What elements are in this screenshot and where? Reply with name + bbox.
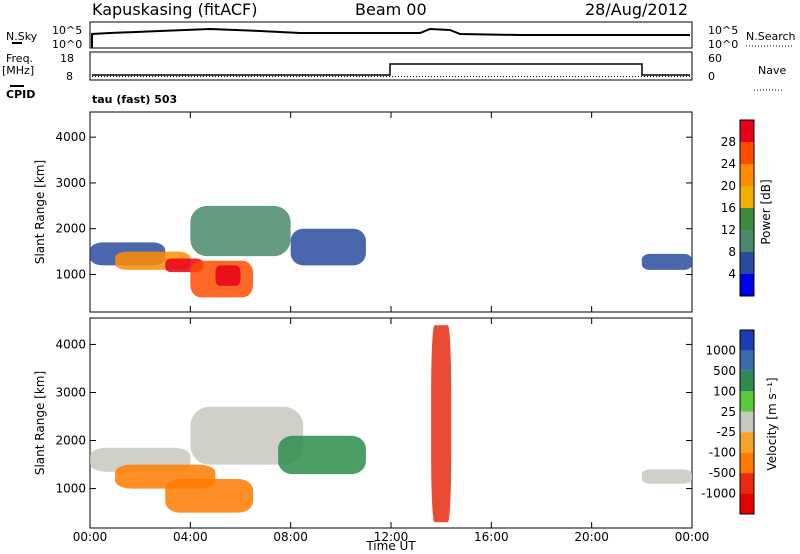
power-colorbar-swatch-3 [740,186,754,208]
velocity-region-6 [641,469,692,484]
velocity-marks [90,325,692,523]
beam-label: Beam 00 [355,0,427,19]
velocity-region-2 [165,478,254,513]
power-colorbar-tick-6: 4 [728,267,736,281]
nave-tick-bottom: 0 [708,70,715,83]
velocity-colorbar-tick-0: 1000 [705,343,736,357]
velocity-colorbar-swatch-7 [740,473,754,494]
velocity-ytick-label-2: 2000 [55,434,86,448]
nsky-tick-bottom: 10^0 [52,38,83,51]
velocity-colorbar-swatch-0 [740,330,754,351]
power-colorbar-swatch-4 [740,208,754,230]
power-colorbar-tick-1: 24 [721,157,736,171]
velocity-region-3 [190,406,304,465]
power-panel-frame [89,111,693,313]
xtick-label-6: 00:00 [675,530,710,544]
velocity-colorbar-tick-7: -1000 [701,487,736,501]
velocity-colorbar-tick-2: 100 [713,384,736,398]
velocity-colorbar-tick-1: 500 [713,364,736,378]
power-colorbar-label: Power [dB] [759,179,773,244]
velocity-region-4 [278,435,366,475]
nsearch-tick-top: 10^5 [708,24,739,37]
nsky-label: N.Sky [6,30,38,43]
power-colorbar-tick-5: 8 [728,245,736,259]
power-marks [90,205,692,298]
power-region-5 [190,205,291,257]
nave-label: Nave [758,64,787,77]
power-ytick-label-0: 4000 [55,130,86,144]
date-label: 28/Aug/2012 [585,0,689,19]
velocity-colorbar-tick-4: -25 [716,425,736,439]
velocity-colorbar-swatch-4 [740,411,754,433]
nsky-tick-top: 10^5 [52,24,83,37]
velocity-colorbar-swatch-5 [740,432,754,453]
freq-strip-frame [89,51,693,81]
nsky-strip-frame [89,21,693,49]
velocity-colorbar-label: Velocity [m s⁻¹] [765,377,779,470]
velocity-ytick-label-3: 1000 [55,482,86,496]
velocity-colorbar-tick-3: 25 [721,405,736,419]
xtick-label-0: 00:00 [73,530,108,544]
xtick-label-4: 16:00 [474,530,509,544]
power-ylabel: Slant Range [km] [33,160,47,264]
velocity-region-5 [431,325,452,523]
freq-trace [92,63,690,76]
velocity-colorbar-frame [739,329,755,515]
station-title: Kapuskasing (fitACF) [92,0,258,19]
power-region-7 [641,253,692,270]
power-colorbar-swatch-6 [740,252,754,274]
velocity-ytick-label-1: 3000 [55,385,86,399]
power-colorbar-swatch-2 [740,164,754,186]
power-colorbar-tick-3: 16 [721,201,736,215]
velocity-colorbar-swatch-6 [740,452,754,474]
power-colorbar-tick-0: 28 [721,135,736,149]
axes-ticks: 4000 3000 2000 1000 4000 3000 2000 1000 00:00 04:… [55,112,709,544]
power-ytick-label-1: 3000 [55,176,86,190]
velocity-colorbar-swatch-8 [740,493,754,514]
power-ytick-label-2: 2000 [55,222,86,236]
nave-tick-top: 60 [708,52,722,65]
power-colorbar-swatch-0 [740,120,754,142]
velocity-ytick-label-0: 4000 [55,337,86,351]
power-ytick-label-3: 1000 [55,267,86,281]
cpid-text: tau (fast) 503 [92,93,178,106]
xtick-label-5: 20:00 [574,530,609,544]
power-colorbar-swatch-1 [740,142,754,164]
freq-label: Freq. [6,52,34,65]
nsearch-label: N.Search [746,30,796,43]
velocity-colorbar-swatch-1 [740,350,754,371]
freq-tick-bottom: 8 [66,70,73,83]
xtick-label-2: 08:00 [273,530,308,544]
velocity-colorbar-swatch-3 [740,391,754,412]
power-colorbar-swatch-5 [740,230,754,252]
power-region-4 [215,265,241,286]
xlabel: Time UT [365,539,416,553]
velocity-panel [89,317,693,529]
cpid-label: CPID [6,88,36,101]
velocity-colorbar: 1000 500 100 25 -25 -100 -500 -1000 [701,329,755,515]
nsky-trace [91,27,690,48]
xtick-label-3: 12:00 [374,530,409,544]
power-colorbar-tick-2: 20 [721,179,736,193]
velocity-colorbar-tick-5: -100 [709,446,736,460]
power-colorbar-swatch-7 [740,274,754,296]
xtick-label-1: 04:00 [173,530,208,544]
power-colorbar-frame [739,119,755,297]
freq-tick-top: 18 [60,52,74,65]
power-colorbar: 28 24 20 16 12 8 4 [721,119,755,297]
velocity-colorbar-tick-6: -500 [709,466,736,480]
power-region-6 [290,228,366,266]
power-panel [89,111,693,313]
power-colorbar-tick-4: 12 [721,223,736,237]
freq-unit: [MHz] [2,64,35,77]
nsearch-tick-bottom: 10^0 [708,38,739,51]
velocity-colorbar-swatch-2 [740,370,754,392]
velocity-ylabel: Slant Range [km] [33,371,47,475]
